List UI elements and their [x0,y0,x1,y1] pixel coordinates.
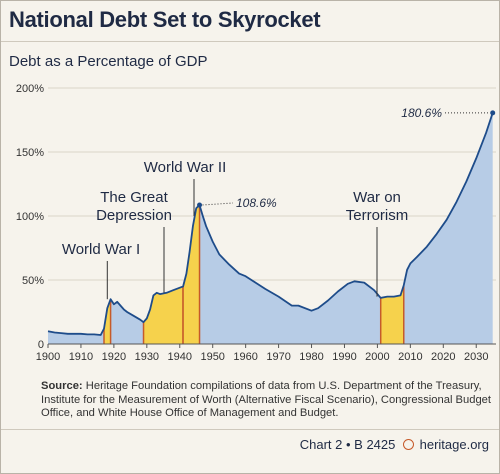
peak-1946-leader [202,202,234,206]
x-tick-label: 2010 [398,351,422,363]
label-war-on-terror-line2: Terrorism [346,207,409,224]
y-tick-label: 150% [16,147,44,159]
end-2035-value: 180.6% [401,106,442,120]
y-tick-label: 50% [22,275,44,287]
highlight-period [143,286,184,344]
x-tick-label: 1960 [233,351,257,363]
footer-divider [1,429,499,430]
label-world-war-1: World War I [62,241,140,258]
label-war-on-terror-line1: War on [353,189,401,206]
chart-title: National Debt Set to Skyrocket [9,7,321,32]
x-tick-label: 1930 [135,351,159,363]
source-label: Source: [41,380,83,392]
end-2035-marker [490,110,496,116]
y-tick-label: 100% [16,211,44,223]
x-tick-label: 2020 [431,351,455,363]
x-tick-label: 1950 [200,351,224,363]
x-tick-label: 1920 [102,351,126,363]
peak-1946-marker [197,202,203,208]
label-great-depression-line1: The Great [100,189,168,206]
title-divider [1,41,499,42]
source-text: Heritage Foundation compilations of data… [41,380,491,419]
heritage-logo-icon [402,439,414,450]
source-note: Source: Heritage Foundation compilations… [41,380,491,421]
site-link[interactable]: heritage.org [419,437,489,452]
debt-area [48,112,493,344]
footer-credit: Chart 2 • B 2425 heritage.org [300,437,489,452]
x-tick-label: 2030 [464,351,488,363]
peak-1946-value: 108.6% [236,196,277,210]
x-tick-label: 1940 [168,351,192,363]
highlight-period [183,205,200,344]
highlight-period [104,299,111,344]
highlight-period [380,285,404,344]
label-world-war-2: World War II [144,159,227,176]
x-tick-label: 1970 [266,351,290,363]
debt-line [47,112,494,336]
chart-subtitle: Debt as a Percentage of GDP [9,53,208,70]
x-tick-label: 1900 [36,351,60,363]
x-tick-label: 1980 [299,351,323,363]
y-tick-label: 0 [38,339,44,351]
y-tick-label: 200% [16,83,44,95]
label-great-depression-line2: Depression [96,207,172,224]
x-tick-label: 2000 [365,351,389,363]
debt-area-chart: 0 50% 100% 150% 200% 1900 1910 1920 1930 1940 1950… [16,83,496,363]
x-tick-label: 1910 [69,351,93,363]
x-tick-label: 1990 [332,351,356,363]
chart-id: Chart 2 • B 2425 [299,437,396,452]
